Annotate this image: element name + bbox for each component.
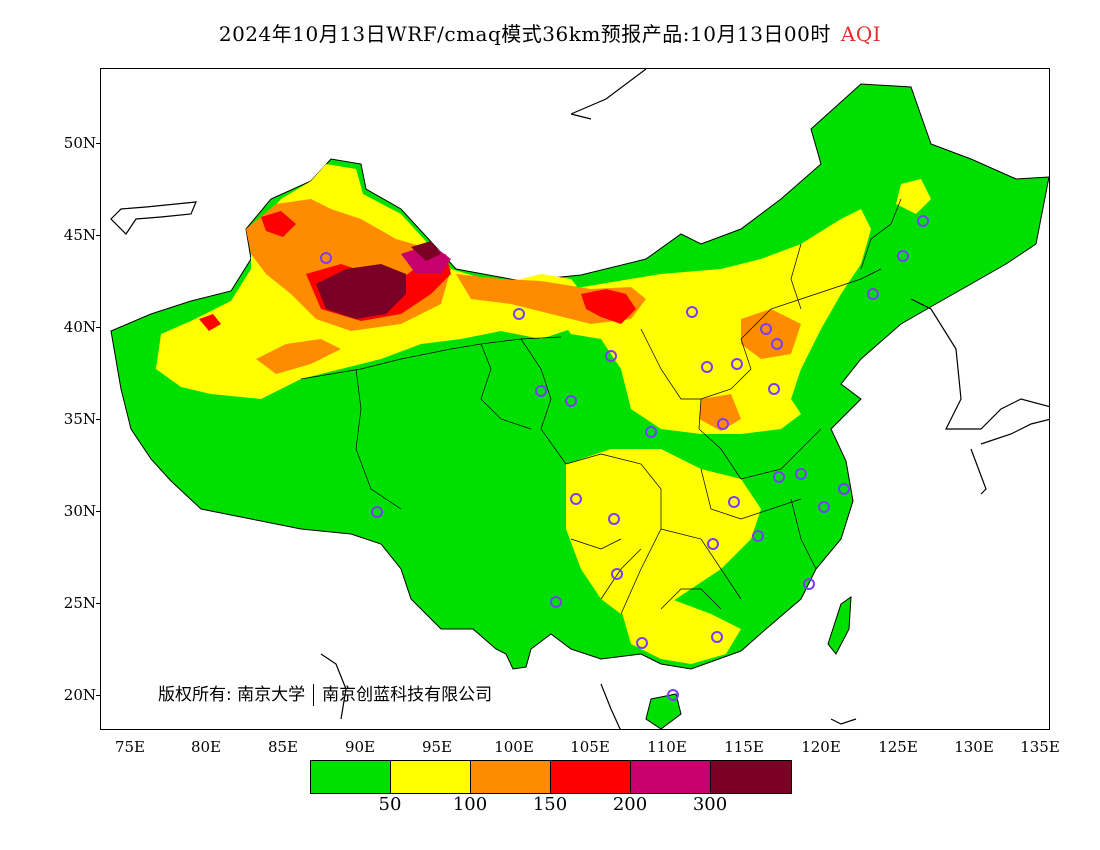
title-variable: AQI (840, 22, 882, 46)
copyright-notice: 版权所有: 南京大学 南京创蓝科技有限公司 (158, 680, 492, 706)
legend-swatch-very-unhealthy (631, 761, 711, 793)
legend-label-150: 150 (532, 794, 568, 815)
aqi-map (100, 68, 1050, 730)
region-moderate-central (566, 449, 761, 614)
lat-label-40n: 40N (40, 318, 104, 336)
lon-label-110e: 110E (647, 738, 687, 756)
legend-swatch-moderate (391, 761, 471, 793)
lon-label-120e: 120E (801, 738, 841, 756)
copyright-second: 南京创蓝科技有限公司 (322, 685, 493, 705)
region-moderate-northeast (896, 179, 931, 214)
island-taiwan (827, 595, 852, 655)
lon-label-130e: 130E (954, 738, 994, 756)
lon-label-75e: 75E (114, 738, 146, 756)
lat-label-45n: 45N (40, 226, 104, 244)
title-main: 2024年10月13日WRF/cmaq模式36km预报产品:10月13日00时 (218, 22, 831, 46)
lon-label-85e: 85E (267, 738, 299, 756)
coastline-philippines (830, 718, 857, 725)
region-hazardous-ne (411, 241, 441, 261)
lon-label-80e: 80E (190, 738, 222, 756)
lon-label-135e: 135E (1020, 738, 1060, 756)
coastline-caspian (110, 201, 197, 235)
legend-swatch-sensitive (471, 761, 551, 793)
coastline-sakhalin (570, 69, 647, 120)
legend-label-100: 100 (452, 794, 488, 815)
region-unhealthy-west (261, 211, 296, 237)
coastline-japan-south (970, 418, 1049, 495)
lon-label-95e: 95E (421, 738, 453, 756)
region-hazardous (316, 264, 406, 319)
coastline-korea-japan (910, 298, 1049, 430)
aqi-color-legend (310, 760, 792, 794)
legend-swatch-good (311, 761, 391, 793)
region-moderate-south (621, 599, 741, 664)
map-title: 2024年10月13日WRF/cmaq模式36km预报产品:10月13日00时 A… (0, 18, 1100, 47)
legend-swatch-hazardous (711, 761, 791, 793)
lat-label-50n: 50N (40, 134, 104, 152)
lat-label-25n: 25N (40, 594, 104, 612)
lon-label-90e: 90E (344, 738, 376, 756)
island-hainan (645, 693, 682, 729)
lat-label-35n: 35N (40, 410, 104, 428)
legend-label-300: 300 (692, 794, 728, 815)
copyright-prefix: 版权所有: 南京大学 (158, 685, 306, 705)
copyright-separator (313, 684, 315, 706)
lat-label-20n: 20N (40, 686, 104, 704)
aqi-map-canvas (110, 69, 1049, 729)
lon-label-115e: 115E (724, 738, 764, 756)
region-moderate-north (541, 209, 871, 434)
lat-label-30n: 30N (40, 502, 104, 520)
region-sensitive-henan (699, 394, 741, 431)
legend-swatch-unhealthy (551, 761, 631, 793)
region-unhealthy-kashgar (199, 314, 221, 331)
region-sensitive-beijing (741, 309, 801, 359)
province-boundaries (300, 198, 902, 615)
coastline-indochina (320, 653, 621, 729)
lon-label-100e: 100E (494, 738, 534, 756)
legend-label-200: 200 (612, 794, 648, 815)
station-markers (320, 215, 929, 701)
lon-label-125e: 125E (878, 738, 918, 756)
legend-label-50: 50 (378, 794, 402, 815)
region-unhealthy-alxa (581, 289, 636, 324)
region-sensitive-tarim (256, 339, 341, 374)
lon-label-105e: 105E (570, 738, 610, 756)
